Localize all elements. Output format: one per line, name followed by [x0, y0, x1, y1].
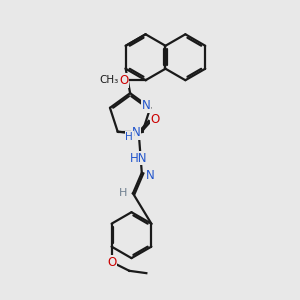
Text: N: N: [146, 169, 154, 182]
Text: O: O: [107, 256, 116, 269]
Text: N: N: [132, 127, 140, 140]
Text: N: N: [142, 99, 150, 112]
Text: H: H: [119, 188, 128, 198]
Text: H: H: [125, 132, 133, 142]
Text: CH₃: CH₃: [99, 75, 119, 85]
Text: HN: HN: [130, 152, 148, 164]
Text: O: O: [119, 74, 128, 87]
Text: O: O: [151, 113, 160, 126]
